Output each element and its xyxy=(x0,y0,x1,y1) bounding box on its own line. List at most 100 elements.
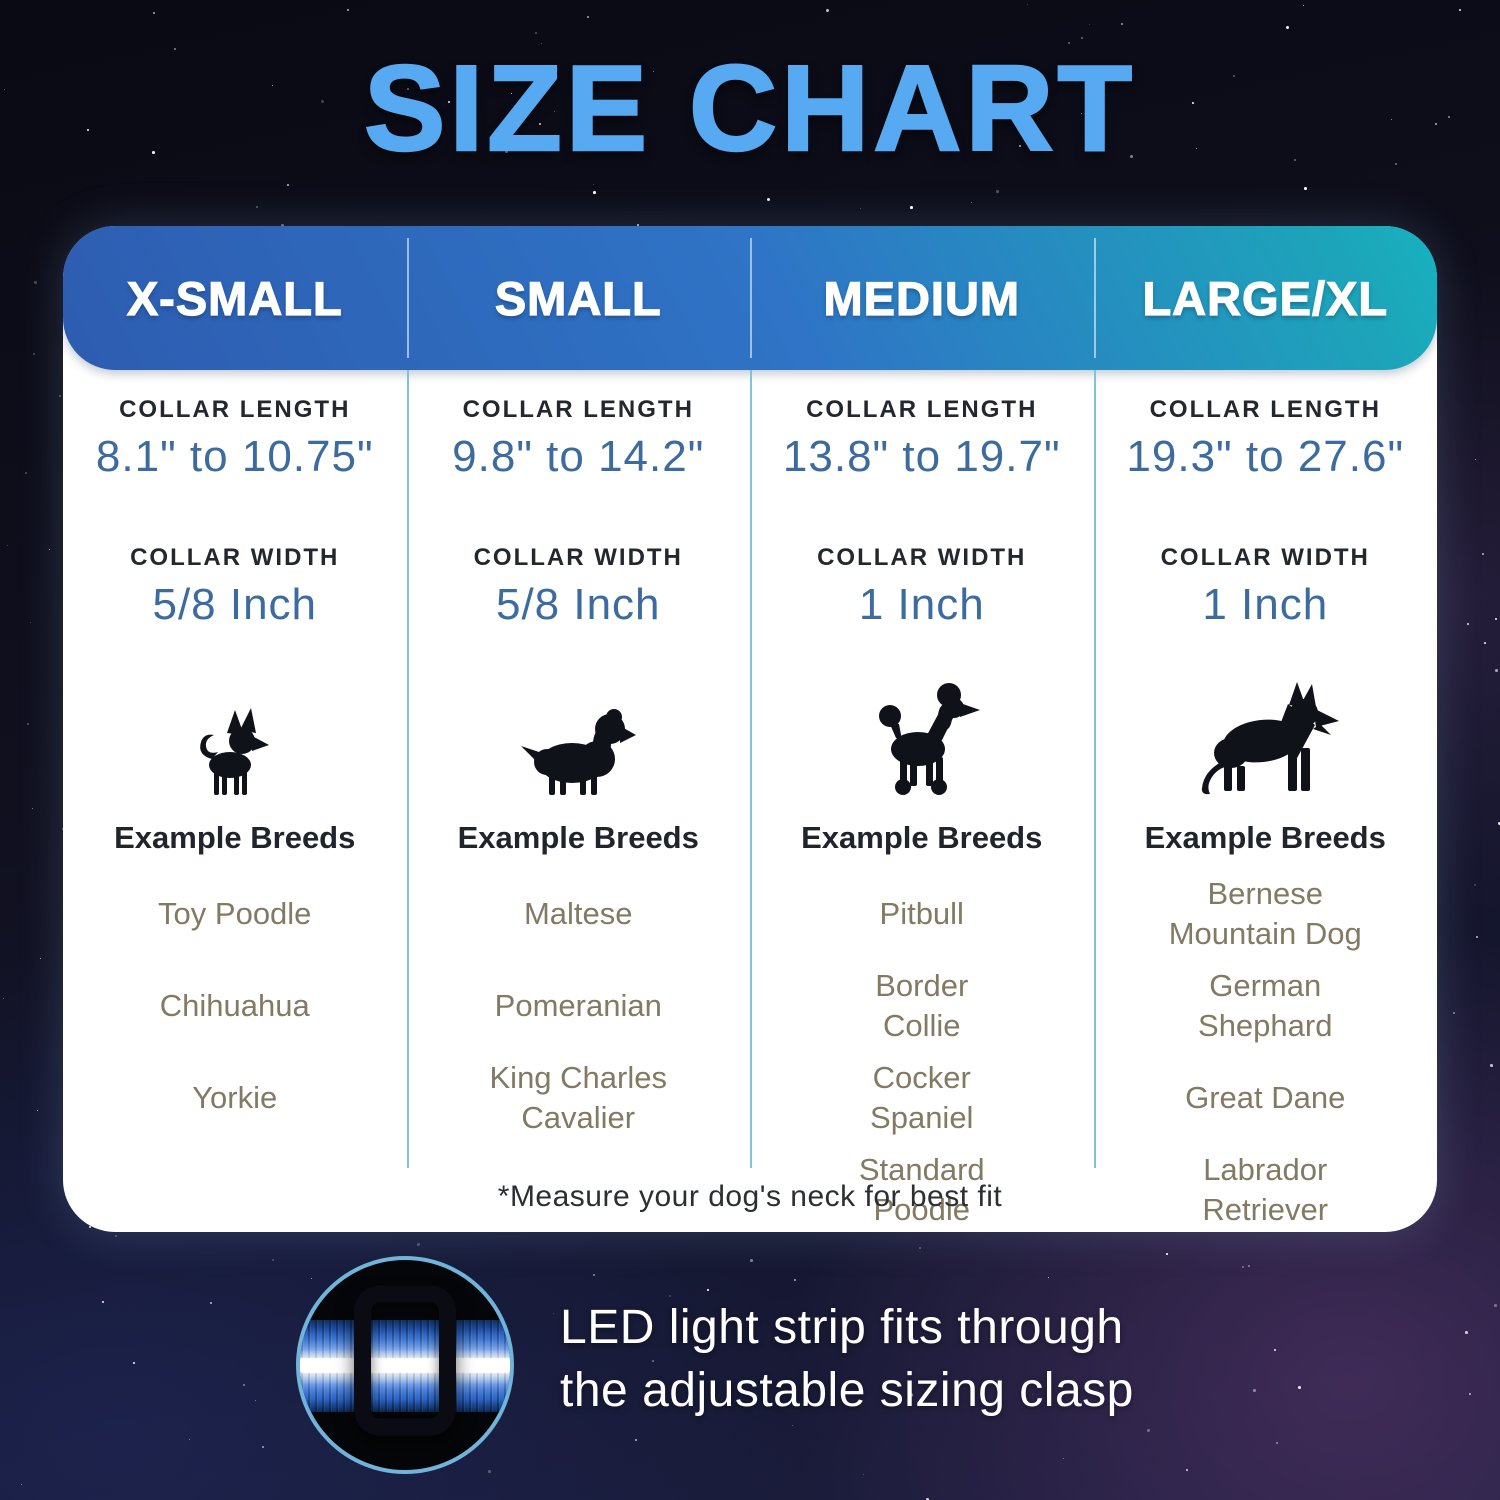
star xyxy=(1081,113,1082,114)
column-divider xyxy=(406,370,409,1168)
breed-item: Standard Poodle xyxy=(858,1152,985,1227)
star xyxy=(1294,159,1296,161)
star xyxy=(1448,116,1450,118)
star xyxy=(1048,1277,1049,1278)
star xyxy=(637,224,640,227)
led-caption-line2: the adjustable sizing clasp xyxy=(560,1364,1134,1418)
star xyxy=(587,16,590,19)
sizing-clasp xyxy=(354,1285,456,1436)
breed-item: Yorkie xyxy=(192,1080,278,1116)
star xyxy=(1484,642,1486,644)
breed-item: Toy Poodle xyxy=(158,896,312,932)
poodle-icon xyxy=(878,683,980,795)
star xyxy=(1391,119,1393,121)
star xyxy=(1494,1304,1497,1307)
size-header-medium: MEDIUM xyxy=(823,271,1021,325)
star xyxy=(488,1470,491,1473)
star xyxy=(34,281,37,284)
star xyxy=(417,1243,420,1246)
star xyxy=(1081,37,1083,39)
dog-icon-box xyxy=(1189,646,1341,798)
star xyxy=(1298,1386,1301,1389)
star xyxy=(1186,1469,1188,1471)
star xyxy=(1089,24,1091,26)
star xyxy=(553,1313,555,1315)
breed-list: Pitbull Border Collie Cocker Spaniel Sta… xyxy=(859,868,985,1236)
collar-length-label: COLLAR LENGTH xyxy=(1149,396,1381,423)
star xyxy=(1490,1064,1493,1067)
star xyxy=(311,1278,313,1280)
star xyxy=(860,208,862,210)
breed-item: Pitbull xyxy=(879,896,964,932)
size-header-row: X-SMALL SMALL MEDIUM LARGE/XL xyxy=(63,226,1437,370)
star xyxy=(1130,155,1133,158)
star xyxy=(1274,1349,1276,1351)
dog-icon-box xyxy=(193,646,277,798)
star xyxy=(281,224,284,227)
star xyxy=(1498,822,1500,826)
star xyxy=(863,1474,865,1476)
collar-width-label: COLLAR WIDTH xyxy=(473,544,683,571)
star xyxy=(1019,145,1022,148)
star xyxy=(1475,459,1477,461)
star xyxy=(1435,123,1437,125)
size-column-largexl: COLLAR LENGTH 19.3" to 27.6" COLLAR WIDT… xyxy=(1094,370,1438,1236)
star xyxy=(1121,23,1123,25)
star xyxy=(7,545,9,547)
star xyxy=(1276,1442,1278,1444)
star xyxy=(926,1498,929,1500)
size-table-body: COLLAR LENGTH 8.1" to 10.75" COLLAR WIDT… xyxy=(63,370,1437,1232)
star xyxy=(1467,623,1469,625)
column-divider xyxy=(1093,370,1096,1168)
header-divider xyxy=(1093,238,1096,358)
star xyxy=(30,622,32,624)
star xyxy=(1286,26,1289,29)
star xyxy=(1248,1265,1250,1267)
star xyxy=(1233,75,1235,77)
star xyxy=(1147,1429,1150,1432)
star xyxy=(1459,9,1461,11)
chihuahua-icon xyxy=(199,708,269,795)
german-shepherd-icon xyxy=(1202,682,1340,795)
star xyxy=(1465,1331,1468,1334)
star xyxy=(1068,42,1071,45)
star xyxy=(919,1247,922,1250)
star xyxy=(27,723,29,725)
star xyxy=(750,1259,753,1262)
header-divider xyxy=(750,238,752,358)
page-title: SIZE CHART xyxy=(363,39,1136,178)
size-header-small: SMALL xyxy=(494,271,662,325)
collar-length-value: 13.8" to 19.7" xyxy=(782,432,1061,481)
collar-length-label: COLLAR LENGTH xyxy=(119,396,351,423)
collar-length-value: 9.8" to 14.2" xyxy=(452,432,705,481)
star xyxy=(153,12,156,15)
star xyxy=(541,43,543,45)
breed-item: King Charles Cavalier xyxy=(489,1060,667,1135)
star xyxy=(25,472,27,474)
star xyxy=(32,808,34,810)
breed-item: Great Dane xyxy=(1185,1080,1346,1116)
star xyxy=(539,123,541,125)
star xyxy=(652,1360,654,1362)
star xyxy=(49,549,51,551)
star xyxy=(792,1425,794,1427)
star xyxy=(152,151,155,154)
column-divider xyxy=(750,370,752,1168)
star xyxy=(1474,884,1477,887)
star xyxy=(635,1439,638,1442)
star xyxy=(1063,1458,1065,1460)
star xyxy=(243,1384,245,1386)
example-breeds-label: Example Breeds xyxy=(1144,820,1386,855)
star xyxy=(593,1274,596,1277)
star xyxy=(707,1289,709,1291)
star xyxy=(1469,1393,1471,1395)
star xyxy=(1495,618,1497,620)
collar-width-value: 5/8 Inch xyxy=(495,580,661,629)
star xyxy=(1395,163,1397,165)
star xyxy=(971,202,973,204)
size-header-largexl: LARGE/XL xyxy=(1142,271,1389,325)
dog-icon-box xyxy=(519,646,637,798)
star xyxy=(1192,102,1194,104)
breed-list: Maltese Pomeranian King Charles Cavalier xyxy=(490,868,667,1144)
example-breeds-label: Example Breeds xyxy=(457,820,699,855)
